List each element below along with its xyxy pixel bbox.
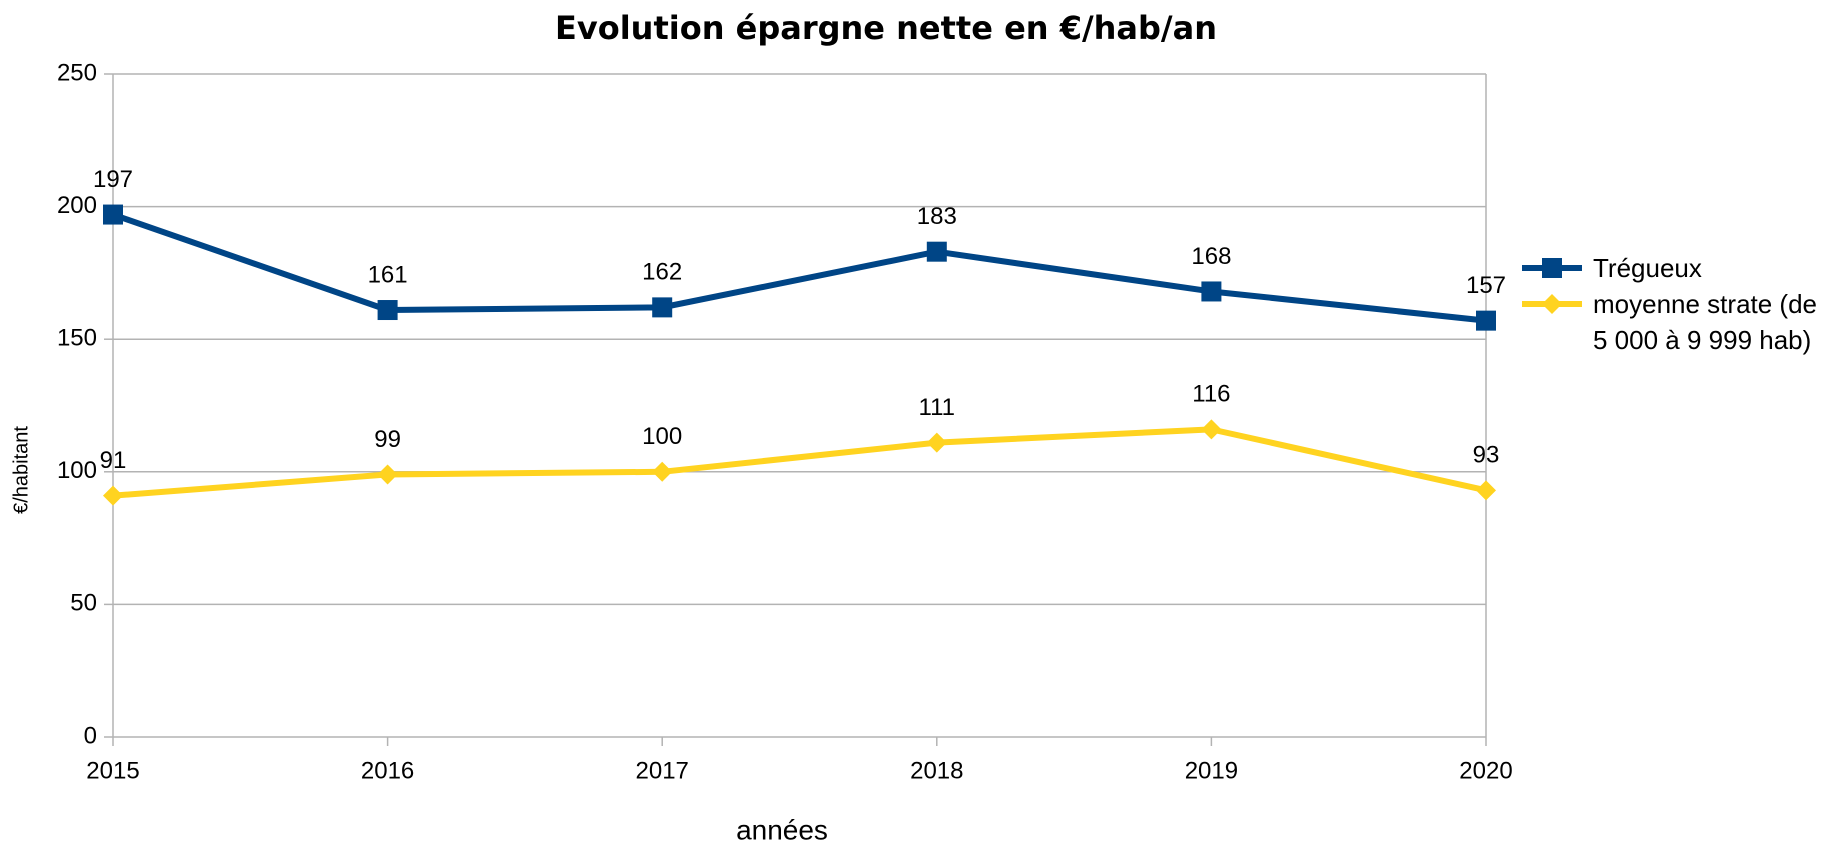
x-tick-label: 2020 bbox=[1459, 757, 1512, 784]
y-tick-label: 0 bbox=[84, 722, 97, 749]
y-tick-label: 250 bbox=[57, 59, 97, 86]
y-tick-label: 150 bbox=[57, 325, 97, 352]
data-label: 183 bbox=[917, 203, 957, 230]
data-label: 99 bbox=[374, 426, 401, 453]
legend-label: Trégueux bbox=[1593, 253, 1702, 283]
marker bbox=[1542, 258, 1562, 278]
x-tick-label: 2019 bbox=[1185, 757, 1238, 784]
series-line bbox=[112, 426, 1487, 499]
marker bbox=[1201, 419, 1222, 440]
data-label: 162 bbox=[642, 259, 682, 286]
series-line bbox=[112, 211, 1487, 324]
legend-item: moyenne strate (de 5 000 à 9 999 hab) bbox=[1520, 286, 1830, 358]
legend-label: moyenne strate (de 5 000 à 9 999 hab) bbox=[1593, 289, 1818, 355]
data-label: 111 bbox=[919, 394, 955, 421]
data-label: 91 bbox=[100, 447, 127, 474]
legend: Trégueux moyenne strate (de 5 000 à 9 999… bbox=[1520, 250, 1830, 358]
marker bbox=[377, 464, 398, 485]
x-tick-label: 2018 bbox=[910, 757, 963, 784]
marker bbox=[377, 300, 398, 321]
data-label: 197 bbox=[93, 166, 133, 193]
y-tick-label: 200 bbox=[57, 192, 97, 219]
chart-title: Evolution épargne nette en €/hab/an bbox=[555, 9, 1217, 47]
data-label: 157 bbox=[1466, 272, 1506, 299]
y-tick-label: 100 bbox=[57, 457, 97, 484]
marker bbox=[926, 432, 947, 453]
x-tick-label: 2015 bbox=[86, 757, 139, 784]
x-tick-label: 2017 bbox=[636, 757, 689, 784]
marker bbox=[103, 485, 123, 506]
marker bbox=[1476, 310, 1496, 331]
data-label: 168 bbox=[1191, 243, 1231, 270]
marker bbox=[926, 241, 947, 262]
marker bbox=[652, 297, 673, 318]
marker bbox=[1201, 281, 1222, 302]
marker bbox=[652, 461, 673, 482]
y-axis-label: €/habitant bbox=[10, 426, 32, 514]
legend-item: Trégueux bbox=[1520, 250, 1830, 286]
data-label: 93 bbox=[1473, 442, 1500, 469]
marker bbox=[1476, 480, 1496, 501]
legend-symbol bbox=[1522, 294, 1582, 314]
x-axis-label: années bbox=[736, 814, 828, 845]
data-label: 100 bbox=[642, 423, 682, 450]
x-tick-label: 2016 bbox=[361, 757, 414, 784]
marker bbox=[1542, 294, 1562, 314]
data-label: 116 bbox=[1192, 381, 1230, 408]
legend-symbol bbox=[1522, 258, 1582, 278]
y-tick-label: 50 bbox=[70, 590, 97, 617]
marker bbox=[103, 204, 123, 225]
data-label: 161 bbox=[368, 261, 408, 288]
